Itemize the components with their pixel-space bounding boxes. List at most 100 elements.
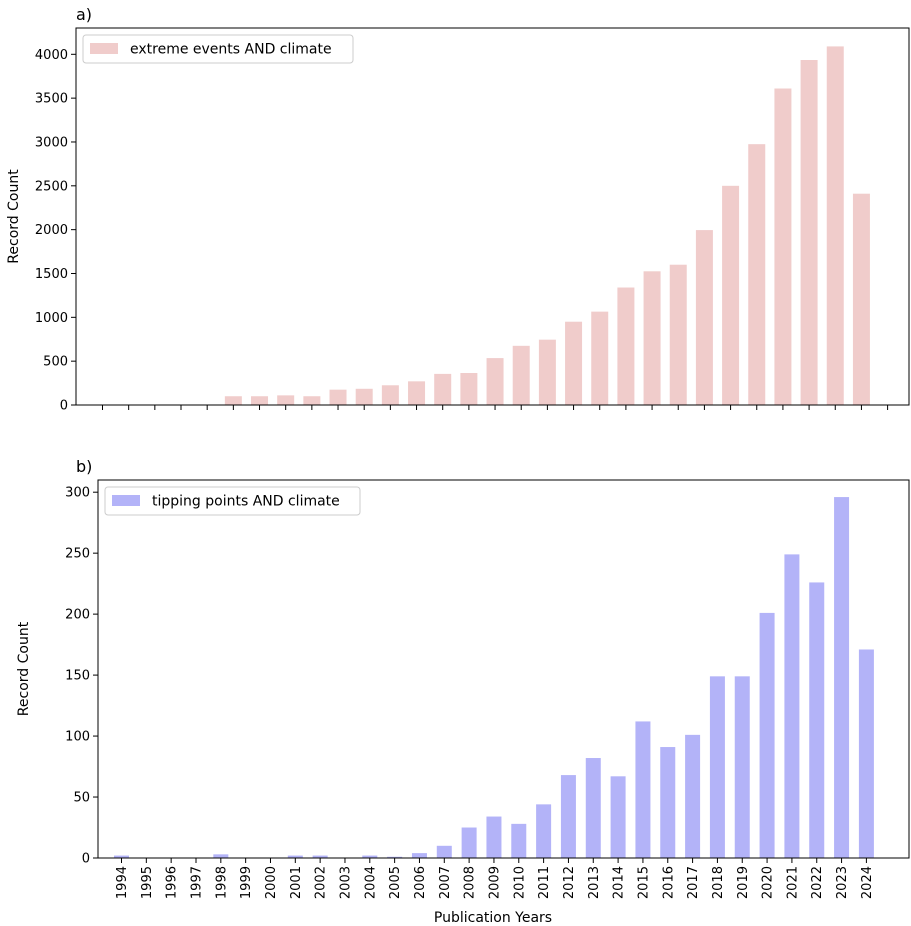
x-tick-label: 2014 <box>612 866 627 899</box>
x-tick-label: 1998 <box>214 866 229 899</box>
plot-frame <box>97 479 910 859</box>
bar-2021 <box>784 554 800 858</box>
x-tick-label: 2000 <box>264 866 279 899</box>
x-tick-label: 2022 <box>810 866 825 899</box>
bar-1999 <box>224 396 242 405</box>
x-tick-label: 1996 <box>165 866 180 899</box>
y-tick-label: 1000 <box>35 311 68 326</box>
y-axis-title: Record Count <box>6 169 22 264</box>
x-tick-label: 1995 <box>140 866 155 899</box>
bar-2013 <box>585 758 601 858</box>
bar-2004 <box>355 388 373 405</box>
bar-2014 <box>617 287 635 405</box>
bar-2002 <box>303 396 321 405</box>
bar-2023 <box>834 497 850 858</box>
y-tick-label: 200 <box>65 608 90 623</box>
bar-2010 <box>512 345 530 405</box>
bar-2016 <box>669 264 687 405</box>
bar-2008 <box>460 373 478 405</box>
x-tick-label: 1994 <box>115 866 130 899</box>
bar-2012 <box>565 321 583 405</box>
x-tick-label: 1997 <box>189 866 204 899</box>
x-tick-label: 2011 <box>537 866 552 899</box>
y-tick-label: 500 <box>43 355 68 370</box>
x-tick-label: 1999 <box>239 866 254 899</box>
legend-label: tipping points AND climate <box>152 494 340 510</box>
bar-2017 <box>695 230 713 405</box>
legend-swatch <box>90 43 118 54</box>
panel-label: a) <box>76 5 92 24</box>
x-tick-label: 2023 <box>835 866 850 899</box>
bar-2022 <box>826 46 844 405</box>
plot-frame <box>75 27 910 406</box>
panel-b: 0 50 100 150 200 250 300 1994 1995 1996 1997 1998 19… <box>16 457 910 926</box>
bar-2007 <box>436 845 452 858</box>
bar-2024 <box>858 649 874 858</box>
bar-2004 <box>362 855 378 858</box>
bar-1994 <box>114 855 129 858</box>
bar-2009 <box>486 816 502 858</box>
x-tick-label: 2003 <box>338 866 353 899</box>
bar-2011 <box>536 804 552 858</box>
bar-2012 <box>560 775 576 858</box>
x-tick-label: 2002 <box>314 866 329 899</box>
bar-2006 <box>408 381 426 405</box>
y-tick-label: 4000 <box>35 48 68 63</box>
y-tick-label: 3500 <box>35 92 68 107</box>
x-tick-label: 2010 <box>512 866 527 899</box>
y-axis-title: Record Count <box>16 621 32 716</box>
legend-box <box>104 486 361 516</box>
bar-2000 <box>251 396 269 405</box>
x-tick-label: 2007 <box>438 866 453 899</box>
x-tick-label: 2020 <box>761 866 776 899</box>
bar-2023 <box>852 193 870 405</box>
y-tick-label: 1500 <box>35 267 68 282</box>
x-tick-label: 2019 <box>736 866 751 899</box>
bar-2021 <box>800 60 818 405</box>
legend-box <box>82 34 354 64</box>
x-tick-label: 2018 <box>711 866 726 899</box>
bar-2020 <box>759 612 775 858</box>
panel-a: 0 500 1000 1500 2000 2500 3000 3500 4000 Record C… <box>6 5 910 414</box>
legend-swatch <box>112 495 140 506</box>
bar-2018 <box>722 185 740 405</box>
bar-2015 <box>643 271 661 405</box>
bar-2007 <box>434 373 452 405</box>
panel-label: b) <box>76 457 92 476</box>
bar-2005 <box>381 385 399 405</box>
bar-2020 <box>774 88 792 405</box>
x-tick-label: 2021 <box>785 866 800 899</box>
y-tick-label: 100 <box>65 730 90 745</box>
x-tick-label: 2015 <box>636 866 651 899</box>
bar-2019 <box>734 676 750 858</box>
x-tick-label: 2013 <box>587 866 602 899</box>
x-tick-label: 2004 <box>363 866 378 899</box>
x-tick-label: 2009 <box>487 866 502 899</box>
x-tick-label: 2012 <box>562 866 577 899</box>
bar-2006 <box>411 853 427 858</box>
x-tick-label: 2005 <box>388 866 403 899</box>
y-tick-label: 150 <box>65 669 90 684</box>
bar-2002 <box>312 855 328 858</box>
x-tick-label: 2024 <box>860 866 875 899</box>
x-tick-label: 2001 <box>289 866 304 899</box>
bar-2016 <box>660 747 676 858</box>
x-tick-label: 2017 <box>686 866 701 899</box>
y-tick-label: 3000 <box>35 135 68 150</box>
bar-2008 <box>461 827 477 858</box>
bar-2001 <box>277 395 295 405</box>
x-axis-title: Publication Years <box>434 910 552 926</box>
x-tick-label: 2006 <box>413 866 428 899</box>
bar-2019 <box>748 144 766 406</box>
bar-2011 <box>538 339 556 405</box>
y-tick-label: 250 <box>65 547 90 562</box>
bar-2018 <box>709 676 725 858</box>
x-tick-label: 2016 <box>661 866 676 899</box>
x-tick-label: 2008 <box>463 866 478 899</box>
bar-2013 <box>591 311 609 405</box>
y-tick-label: 2000 <box>35 223 68 238</box>
bar-2022 <box>809 582 825 858</box>
y-tick-label: 300 <box>65 486 90 501</box>
bar-2017 <box>685 734 701 858</box>
